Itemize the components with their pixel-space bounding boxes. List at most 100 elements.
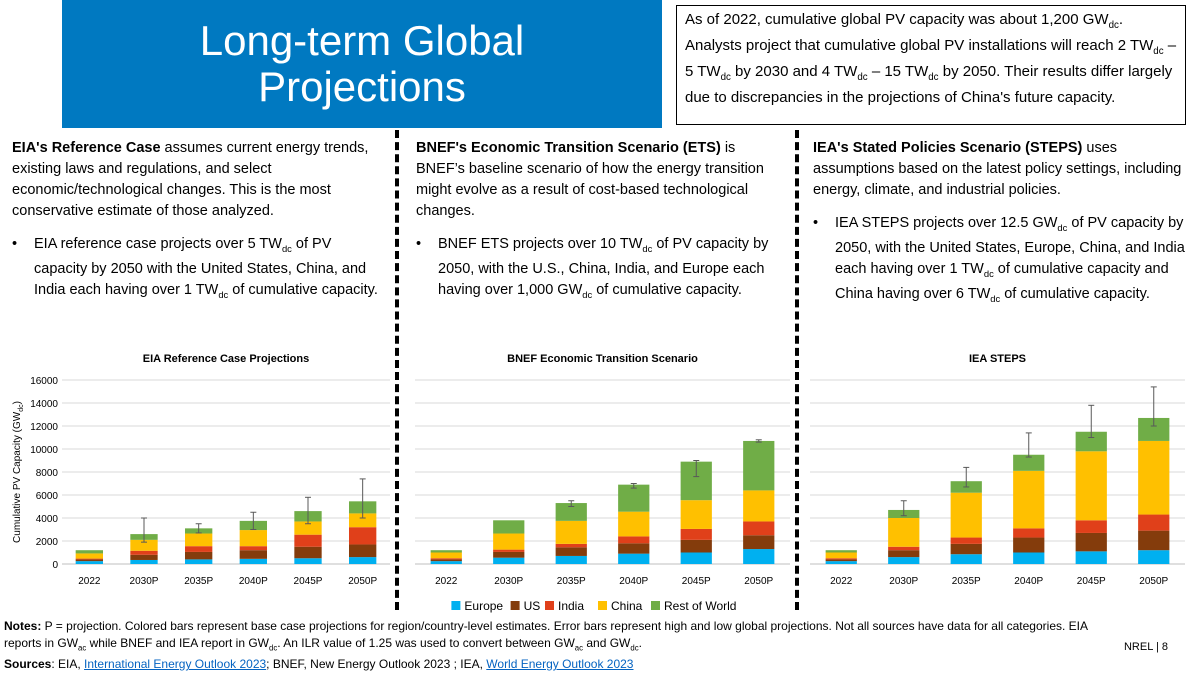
text-run: BNEF ETS projects over 10 TW [438, 236, 643, 252]
notes: Notes: P = projection. Colored bars repr… [4, 618, 1094, 673]
bullet: IEA STEPS projects over 12.5 GWdc of PV … [813, 213, 1185, 309]
bar-segment: China [1138, 440, 1170, 515]
bar-segment: US [130, 554, 158, 560]
subscript: dc [642, 242, 653, 254]
x-tick-label: 2030P [494, 576, 523, 587]
bar-segment: US [349, 544, 377, 558]
x-tick-label: 2040P [1014, 576, 1043, 587]
bar-segment: US [825, 559, 857, 562]
text-run: – 15 TW [867, 63, 929, 80]
bar-segment [680, 500, 712, 529]
bar-segment [493, 520, 525, 534]
bar-segment: Europe [950, 554, 982, 564]
error-bar [630, 483, 637, 489]
bar-segment: Europe [75, 561, 103, 564]
legend-swatch [545, 601, 554, 610]
text-run: of PV capacity by 2050, with the United … [835, 215, 1185, 277]
text-run: ; BNEF, New Energy Outlook 2023 ; IEA, [266, 657, 487, 672]
error-bar [755, 439, 762, 443]
bar-segment [493, 551, 525, 558]
bullet: BNEF ETS projects over 10 TWdc of PV cap… [416, 234, 788, 305]
bar-segment: US [1075, 532, 1107, 552]
bar-segment: Europe [239, 558, 267, 564]
bar-segment: Europe [888, 557, 920, 564]
bar-segment: Europe [1138, 550, 1170, 564]
text-run: . An ILR value of 1.25 was used to conve… [277, 636, 575, 650]
text-run: by 2050. Their results differ largely du… [685, 63, 1173, 106]
bar-segment [493, 557, 525, 564]
bar-segment: India [294, 534, 322, 547]
legend-swatch [510, 601, 520, 610]
bar-segment: Rest of World [825, 550, 857, 553]
y-tick-label: 14000 [30, 399, 58, 410]
bar-segment [680, 528, 712, 540]
subscript: dc [983, 267, 994, 279]
y-tick-label: 0 [52, 560, 58, 571]
bullet: EIA reference case projects over 5 TWdc … [12, 234, 387, 305]
text-run: IEA STEPS projects over 12.5 GW [835, 215, 1058, 231]
subscript: dc [281, 242, 292, 254]
subscript: dc [582, 288, 593, 300]
x-tick-label: 2030P [130, 576, 159, 587]
text-run: of cumulative capacity. [228, 281, 378, 298]
footer: NREL | 8 [1123, 641, 1168, 653]
bar-segment [618, 543, 650, 554]
text-run: EIA reference case projects over 5 TW [34, 236, 282, 252]
y-tick-label: 10000 [30, 445, 58, 456]
y-tick-label: 6000 [36, 491, 59, 502]
bar-segment [680, 552, 712, 564]
text-run: uses assumptions based on the latest pol… [813, 140, 1182, 198]
bar-segment: Europe [1075, 551, 1107, 564]
bar-segment [743, 490, 775, 522]
bar-segment: Europe [349, 557, 377, 564]
subscript: dc [928, 72, 939, 83]
column: IEA's Stated Policies Scenario (STEPS) u… [813, 138, 1185, 321]
x-tick-label: 2045P [682, 576, 711, 587]
bar-segment: China [185, 533, 213, 547]
text-run: assumes current energy trends, existing … [12, 140, 369, 219]
bar-segment: Europe [294, 558, 322, 564]
bar-segment: China [75, 553, 103, 559]
text-run: of cumulative capacity. [1000, 285, 1150, 302]
error-bar [900, 500, 907, 517]
bar-segment: Europe [130, 559, 158, 564]
text-run: of PV capacity by 2050 with the United S… [34, 236, 367, 298]
subscript: dc [218, 288, 229, 300]
bar-segment: India [1075, 520, 1107, 533]
bar-segment [430, 552, 462, 559]
legend-swatch [598, 601, 607, 610]
subscript: ac [574, 643, 584, 653]
text-run: Cumulative PV Capacity (GW [12, 411, 23, 543]
x-tick-label: 2050P [744, 576, 773, 587]
bar-segment [493, 549, 525, 552]
link[interactable]: International Energy Outlook 2023 [84, 657, 267, 672]
text-run: : EIA, [51, 657, 85, 672]
bar-segment: Rest of World [1075, 431, 1107, 452]
error-bar [250, 511, 257, 530]
subscript: dc [269, 643, 278, 653]
subscript: dc [1057, 221, 1068, 233]
link[interactable]: World Energy Outlook 2023 [486, 657, 634, 672]
bar-segment: India [239, 546, 267, 551]
bar-segment: China [349, 513, 377, 528]
x-tick-label: 2022 [830, 576, 853, 587]
error-bar [963, 466, 970, 488]
bar-segment: Rest of World [1013, 454, 1045, 471]
bar-segment: China [130, 539, 158, 551]
y-tick-label: 16000 [30, 376, 58, 387]
bar-segment: US [239, 550, 267, 559]
y-tick-label: 8000 [36, 468, 59, 479]
text-run: . Analysts project that cumulative globa… [685, 11, 1154, 54]
x-tick-label: 2045P [294, 576, 323, 587]
bar-segment: China [950, 492, 982, 538]
bar-segment: US [294, 546, 322, 559]
x-tick-label: 2040P [239, 576, 268, 587]
error-bar [1025, 432, 1032, 458]
bar-segment: India [1138, 514, 1170, 531]
x-tick-label: 2045P [1077, 576, 1106, 587]
x-tick-label: 2035P [184, 576, 213, 587]
bar-segment [618, 511, 650, 537]
bar-segment [430, 550, 462, 553]
chart-title: EIA Reference Case Projections [143, 353, 310, 365]
